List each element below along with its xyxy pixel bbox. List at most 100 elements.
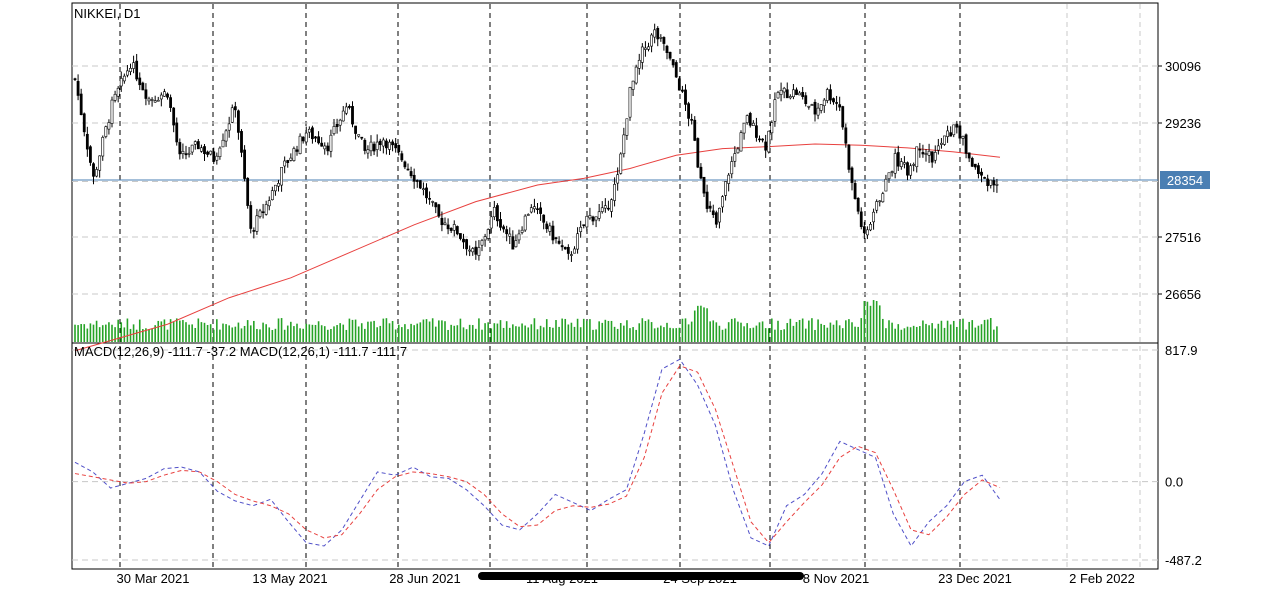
candle-body [619, 153, 623, 174]
volume-bar [293, 326, 295, 342]
candle-body [940, 142, 943, 145]
volume-bar [259, 329, 261, 342]
volume-bar [487, 322, 489, 342]
candle-body [832, 98, 835, 103]
candle-body [739, 132, 743, 152]
volume-bar [570, 322, 573, 342]
volume-bar [496, 323, 499, 342]
candle-body [415, 180, 419, 182]
volume-bar [188, 324, 190, 342]
volume-bar [891, 322, 893, 342]
time-tick-label: 8 Nov 2021 [803, 571, 870, 586]
volume-bar [142, 329, 144, 342]
candle-body [307, 128, 311, 133]
volume-bar [83, 324, 86, 342]
volume-bar [391, 320, 394, 342]
candle-body [203, 146, 206, 155]
volume-bar [447, 329, 449, 342]
price-tick-label: 27516 [1165, 230, 1201, 245]
volume-bar [268, 327, 271, 342]
candle-body [104, 126, 108, 137]
volume-bar [888, 320, 890, 342]
volume-bar [271, 329, 274, 342]
volume-bar [678, 327, 681, 342]
volume-bar [237, 322, 240, 342]
candle-body [348, 105, 351, 108]
volume-bar [656, 327, 659, 342]
candle-body [369, 141, 373, 152]
candle-body [89, 146, 92, 163]
volume-bar [761, 321, 764, 342]
volume-bar [579, 327, 582, 342]
volume-bar [274, 328, 277, 342]
volume-bar [508, 327, 511, 342]
volume-bar [952, 320, 955, 342]
candle-body [255, 215, 259, 232]
last-price-label: 28354 [1167, 173, 1203, 188]
volume-bar [394, 329, 397, 342]
volume-bar [339, 323, 341, 342]
volume-bar [586, 320, 588, 342]
candle-body [437, 204, 441, 217]
volume-bar [243, 325, 246, 342]
volume-bar [644, 320, 647, 342]
home-indicator[interactable] [478, 572, 804, 580]
volume-bar [623, 325, 625, 342]
volume-bar [666, 322, 668, 342]
volume-bar [798, 319, 801, 342]
volume-bar [175, 318, 178, 342]
volume-bar [481, 329, 483, 342]
price-tick-label: 29236 [1165, 116, 1201, 131]
volume-bar [931, 323, 933, 342]
candle-body [246, 177, 250, 206]
candle-body [936, 145, 940, 151]
volume-bar [811, 318, 813, 342]
candle-body [474, 246, 478, 255]
candle-body [187, 152, 191, 155]
candle-body [193, 141, 197, 145]
candle-body [409, 171, 413, 177]
volume-bar [484, 323, 486, 342]
time-tick-label: 2 Feb 2022 [1069, 571, 1135, 586]
volume-bar [922, 320, 924, 342]
volume-bar [527, 327, 530, 342]
candle-body [755, 125, 758, 138]
candle-body [126, 70, 129, 76]
volume-bar [780, 329, 782, 342]
candle-body [304, 132, 308, 143]
volume-bar [727, 322, 730, 342]
candle-body [449, 227, 453, 231]
volume-bar [771, 318, 773, 342]
candle-body [366, 149, 370, 154]
volume-bar [693, 310, 696, 342]
volume-bar [764, 328, 767, 342]
candle-body [684, 89, 687, 105]
candle-body [526, 214, 530, 216]
candle-body [144, 89, 148, 99]
candle-body [138, 77, 142, 86]
volume-bar [342, 324, 345, 342]
volume-bar [502, 327, 505, 342]
volume-bar [808, 320, 810, 342]
candle-body [881, 193, 885, 203]
volume-bar [672, 328, 674, 342]
candle-body [311, 127, 314, 140]
candle-body [283, 160, 287, 167]
candle-body [958, 125, 962, 139]
volume-bar [80, 324, 82, 342]
volume-bar [814, 329, 816, 342]
volume-bar [376, 327, 378, 342]
volume-bar [308, 324, 311, 342]
volume-bar [928, 325, 930, 342]
volume-bar [687, 324, 690, 342]
volume-bar [126, 318, 129, 342]
candle-body [983, 177, 986, 179]
candle-body [915, 146, 919, 168]
candle-body [82, 113, 86, 133]
candle-body [884, 178, 888, 192]
volume-bar [305, 323, 308, 342]
candle-body [930, 151, 934, 163]
volume-bar [675, 328, 678, 342]
volume-bar [866, 301, 869, 342]
volume-bar [330, 328, 332, 342]
